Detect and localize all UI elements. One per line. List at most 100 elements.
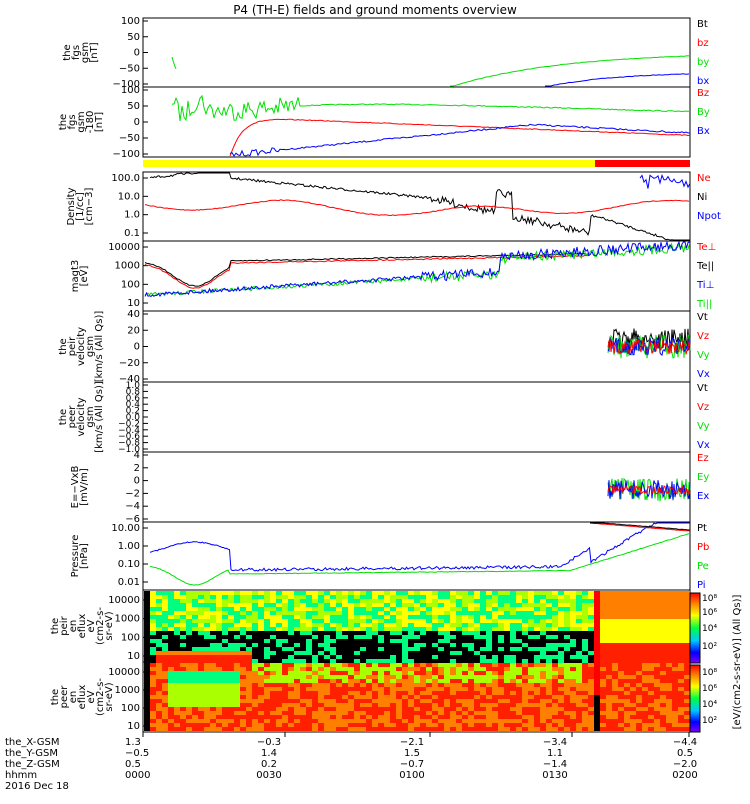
spectro-cell [648, 607, 654, 611]
spectro-cell [462, 647, 468, 651]
spectro-cell [612, 655, 618, 659]
spectro-cell [372, 679, 378, 683]
spectro-cell [156, 591, 162, 595]
spectro-cell [456, 615, 462, 619]
spectro-cell [318, 635, 324, 639]
spectro-cell [240, 607, 246, 611]
spectro-cell [672, 627, 678, 631]
spectro-cell [270, 707, 276, 711]
spectro-cell [606, 679, 612, 683]
spectro-cell [546, 607, 552, 611]
spectro-cell [162, 611, 168, 615]
spectro-cell [396, 683, 402, 687]
spectro-cell [150, 683, 156, 687]
spectro-cell [684, 603, 690, 607]
spectro-cell [546, 667, 552, 671]
spectro-cell [174, 591, 180, 595]
series-Ex [607, 480, 691, 500]
spectro-cell [672, 707, 678, 711]
spectro-cell [204, 711, 210, 715]
spectro-cell [366, 615, 372, 619]
spectro-cell [276, 719, 282, 723]
spectro-cell [492, 659, 498, 663]
spectro-cell [228, 715, 234, 719]
spectro-cell [558, 723, 564, 727]
spectro-cell [234, 687, 240, 691]
spectro-cell [432, 615, 438, 619]
spectro-cell [174, 715, 180, 719]
spectro-cell [546, 627, 552, 631]
spectro-cell [384, 719, 390, 723]
x-tick-label: −2.0 [673, 759, 697, 770]
spectro-cell [264, 695, 270, 699]
spectro-cell [450, 703, 456, 707]
spectro-cell [576, 643, 582, 647]
spectro-cell [276, 607, 282, 611]
spectro-cell [240, 711, 246, 715]
spectro-cell [474, 615, 480, 619]
spectro-cell [228, 647, 234, 651]
spectro-cell [636, 619, 642, 623]
spectro-cell [222, 711, 228, 715]
spectro-cell [552, 591, 558, 595]
spectro-cell [498, 691, 504, 695]
spectro-cell [678, 639, 684, 643]
spectro-cell [276, 691, 282, 695]
y-axis-label: peir [67, 336, 78, 356]
spectro-cell [678, 703, 684, 707]
spectro-cell [144, 715, 150, 719]
spectro-cell [180, 603, 186, 607]
panel-frame [142, 86, 691, 158]
spectro-cell [414, 667, 420, 671]
spectro-cell [522, 683, 528, 687]
spectro-cell [228, 619, 234, 623]
spectro-cell [456, 663, 462, 667]
spectro-cell [282, 719, 288, 723]
y-tick-label: 10 [127, 651, 140, 662]
spectro-cell [366, 595, 372, 599]
legend-Vt: Vt [697, 312, 708, 323]
spectro-cell [438, 655, 444, 659]
spectro-cell [588, 679, 594, 683]
spectro-cell [294, 599, 300, 603]
spectro-cell [444, 643, 450, 647]
spectro-cell [342, 703, 348, 707]
spectro-cell [186, 655, 192, 659]
spectro-cell [576, 723, 582, 727]
spectro-cell [498, 667, 504, 671]
spectro-cell [630, 655, 636, 659]
spectro-cell [528, 635, 534, 639]
spectro-cell [546, 715, 552, 719]
spectro-cell [312, 675, 318, 679]
spectro-cell [498, 679, 504, 683]
spectro-cell [264, 723, 270, 727]
spectro-cell [540, 675, 546, 679]
spectro-cell [528, 699, 534, 703]
spectro-cell [468, 703, 474, 707]
spectro-cell [162, 723, 168, 727]
spectro-cell [624, 667, 630, 671]
spectro-cell [294, 611, 300, 615]
spectro-cell [144, 651, 150, 655]
spectro-cell [276, 655, 282, 659]
spectro-cell [678, 635, 684, 639]
spectro-cell [168, 679, 174, 683]
spectro-cell [528, 663, 534, 667]
spectro-cell [402, 631, 408, 635]
spectro-cell [240, 719, 246, 723]
spectro-cell [576, 699, 582, 703]
spectro-cell [162, 595, 168, 599]
spectro-cell [324, 711, 330, 715]
spectro-cell [336, 659, 342, 663]
spectro-cell [498, 723, 504, 727]
spectro-cell [336, 679, 342, 683]
spectro-cell [276, 695, 282, 699]
spectro-cell [414, 591, 420, 595]
spectro-cell [492, 595, 498, 599]
spectro-cell [636, 675, 642, 679]
spectro-cell [330, 683, 336, 687]
spectro-cell [606, 595, 612, 599]
spectro-cell [594, 659, 600, 663]
legend-Ni: Ni [697, 192, 707, 203]
spectro-cell [552, 595, 558, 599]
